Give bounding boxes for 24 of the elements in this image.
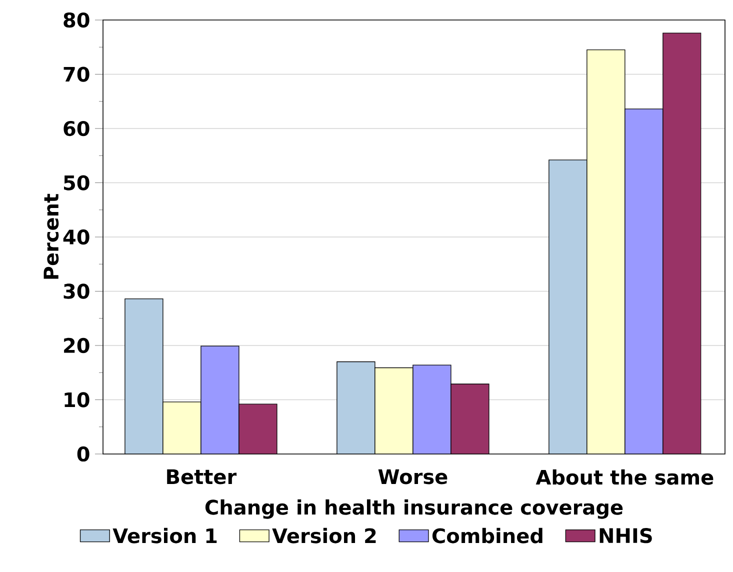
y-tick-label: 10 — [64, 392, 90, 408]
y-axis-title: Percent — [44, 194, 59, 279]
x-axis-title: Change in health insurance coverage — [205, 499, 623, 519]
y-tick-label: 50 — [64, 175, 90, 190]
bar — [162, 402, 202, 454]
x-tick-label: Better — [167, 469, 237, 484]
y-tick-label: 30 — [64, 284, 90, 299]
y-tick-label: 60 — [64, 120, 90, 136]
y-tick-label: 40 — [63, 229, 90, 245]
y-tick-label: 20 — [64, 338, 90, 354]
x-tick-label: Worse — [378, 469, 448, 484]
bar — [200, 346, 240, 454]
legend-label: Version 1 — [112, 528, 217, 544]
y-tick-label: 80 — [64, 12, 90, 28]
bar — [374, 367, 414, 454]
legend-label: Combined — [432, 528, 542, 544]
bar — [586, 50, 626, 454]
bar — [412, 364, 452, 454]
legend-label: Version 2 — [272, 528, 376, 544]
bar — [624, 108, 664, 454]
legend-label: NHIS — [600, 528, 652, 544]
y-tick-label: 0 — [77, 446, 90, 462]
y-tick-label: 70 — [64, 66, 90, 82]
x-tick-label: About the same — [536, 469, 714, 485]
